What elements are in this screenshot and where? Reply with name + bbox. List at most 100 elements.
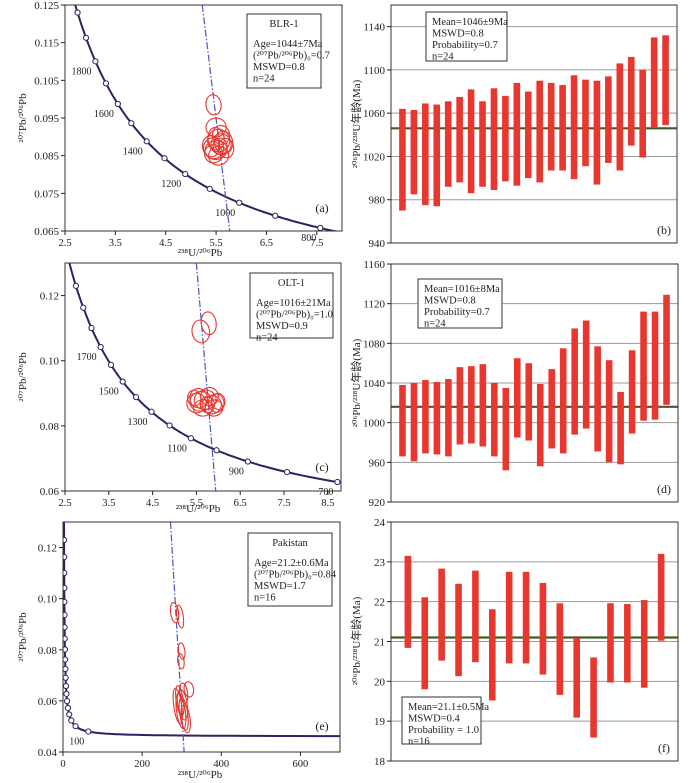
legend-line: MSWD=0.8	[432, 29, 484, 40]
y-tick-label: 0.08	[38, 645, 58, 657]
age-error-bar	[456, 367, 464, 445]
panel-c: 700 900 1100 1300 1500 1700 2.5 3.5 4.5 5.5 6.5 7.5…	[17, 262, 342, 515]
age-error-bar	[422, 103, 429, 206]
y-tick-label: 1040	[363, 378, 386, 390]
panel-label: (e)	[315, 719, 328, 733]
concordia-age-label: 1500	[99, 387, 119, 398]
age-error-bar	[491, 383, 498, 457]
age-error-bar	[616, 63, 624, 171]
age-error-bar	[639, 69, 646, 158]
y-tick-label: 1080	[363, 338, 386, 350]
age-error-bar	[513, 82, 521, 186]
concordia-age-marker	[107, 361, 115, 368]
panel-b: 940 980 1020 1060 1100 1140 ²⁰⁶Pb/²³⁸U年龄(Ma) Me…	[349, 4, 678, 250]
concordia-age-marker	[63, 635, 68, 642]
concordia-age-marker	[334, 478, 341, 486]
legend-line: Age=1044±7Ma	[253, 39, 323, 50]
concordia-age-label: 100	[69, 737, 84, 748]
x-tick-label: 2.5	[58, 238, 71, 249]
error-ellipse	[176, 688, 189, 721]
concordia-age-marker	[92, 58, 99, 65]
concordia-curve	[68, 263, 341, 484]
panel-f: 18 19 20 21 22 23 24 ²⁰⁶Pb/²³⁸U年龄(Ma) Mean=21.1±…	[349, 517, 679, 768]
x-tick-label: 7.5	[310, 238, 323, 249]
x-axis-label: ²³⁸U/²⁰⁶Pb	[176, 503, 221, 515]
y-tick-label: 940	[369, 238, 386, 250]
y-axis-label: ²⁰⁷Pb/²⁰⁶Pb	[17, 352, 29, 402]
concordia-age-label: 800	[301, 233, 316, 244]
error-ellipse	[177, 642, 186, 660]
age-error-bar	[410, 383, 418, 462]
concordia-age-marker	[213, 447, 220, 454]
y-tick-label: 0.095	[34, 113, 59, 125]
age-error-bar	[455, 583, 462, 677]
age-error-bar	[488, 609, 496, 701]
concordia-age-marker	[64, 704, 72, 712]
age-error-bar	[662, 35, 669, 126]
y-tick-label: 0.12	[40, 291, 59, 303]
concordia-age-marker	[97, 343, 104, 351]
age-error-bar	[479, 364, 487, 447]
y-tick-label: 0.075	[34, 188, 59, 200]
legend-frame	[401, 696, 482, 745]
x-axis-label: ²³⁸U/²⁰⁶Pb	[178, 769, 223, 781]
y-tick-label: 21	[374, 637, 385, 649]
concordia-age-label: 1000	[215, 208, 235, 219]
concordia-age-marker	[63, 553, 68, 561]
legend-line: Probability=0.7	[432, 40, 498, 51]
y-tick-label: 18	[374, 756, 386, 768]
age-error-bar	[628, 350, 636, 434]
concordia-age-marker	[132, 394, 140, 401]
concordia-age-label: 1200	[161, 179, 181, 190]
error-ellipse	[172, 687, 183, 725]
panel-label: (c)	[315, 460, 328, 474]
legend-line: (²⁰⁷Pb/²⁰⁶Pb)₀=0.7	[253, 51, 330, 62]
error-ellipse	[205, 94, 222, 116]
age-error-bar	[505, 571, 513, 664]
age-error-bar	[539, 582, 547, 675]
x-tick-label: 200	[134, 759, 150, 770]
plot-area	[63, 522, 340, 752]
error-ellipse	[205, 117, 227, 138]
error-ellipse	[199, 396, 215, 414]
age-error-bar	[513, 358, 521, 438]
y-tick-label: 19	[374, 716, 386, 728]
y-tick-label: 0.115	[35, 38, 60, 50]
y-tick-label: 1100	[363, 65, 385, 77]
age-error-bar	[640, 600, 648, 688]
concordia-age-marker	[63, 584, 68, 592]
panel-label: (a)	[315, 201, 328, 215]
error-ellipse	[207, 126, 225, 151]
y-tick-label: 0.085	[34, 151, 59, 163]
x-tick-label: 600	[293, 759, 309, 770]
x-tick-label: 4.5	[146, 498, 159, 509]
y-axis-label: ²⁰⁷Pb/²⁰⁶Pb	[17, 612, 29, 662]
age-error-bar	[468, 366, 475, 444]
y-tick-label: 960	[369, 457, 386, 469]
age-error-bar	[421, 597, 429, 690]
concordia-age-marker	[66, 711, 73, 718]
concordia-age-marker	[206, 185, 213, 192]
concordia-age-marker	[63, 569, 68, 577]
age-error-bar	[467, 89, 475, 194]
concordia-age-label: 1400	[123, 146, 143, 157]
age-error-bar	[522, 571, 530, 664]
legend-line: n=16	[254, 593, 276, 604]
legend-box: OLT-1 Age=1016±21Ma(²⁰⁷Pb/²⁰⁶Pb)₀=1.0MSWD…	[249, 272, 334, 344]
error-ellipse	[176, 604, 185, 629]
concordia-age-label: 1600	[94, 109, 114, 120]
age-error-bar	[548, 369, 556, 449]
concordia-age-marker	[63, 624, 68, 631]
legend-line: (²⁰⁷Pb/²⁰⁶Pb)₀=1.0	[256, 310, 333, 321]
y-tick-label: 1120	[363, 299, 385, 311]
y-tick-label: 1160	[363, 259, 385, 271]
legend-line: (²⁰⁷Pb/²⁰⁶Pb)₀=0.84	[254, 570, 337, 581]
y-tick-label: 0.065	[34, 226, 59, 238]
discordia-line	[169, 522, 185, 752]
legend-line: Probability=0.7	[424, 307, 490, 318]
plot-frame	[64, 262, 342, 492]
age-error-bar	[570, 75, 578, 180]
panel-d: 920 960 1000 1040 1080 1120 1160 ²⁰⁶Pb/²³⁸U年龄(M…	[349, 259, 679, 509]
age-error-bar	[624, 604, 631, 683]
